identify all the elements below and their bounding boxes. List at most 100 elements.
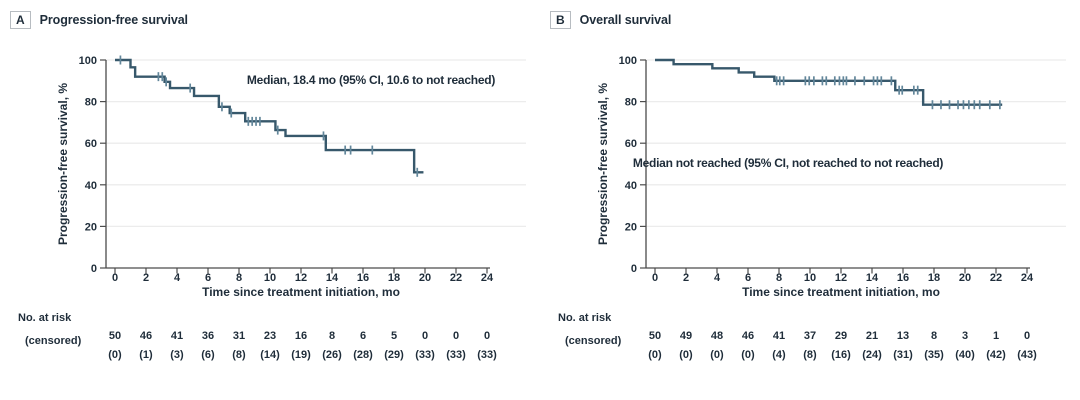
risk-censored-count: (8) (803, 349, 817, 361)
x-tick-label: 6 (205, 272, 211, 284)
risk-count: 46 (742, 330, 754, 342)
risk-censored-count: (0) (648, 349, 662, 361)
gridlines (646, 59, 1066, 228)
risk-count: 16 (295, 330, 307, 342)
x-tick-label: 24 (1021, 272, 1034, 284)
risk-censored-count: (29) (384, 349, 404, 361)
y-tick-label: 100 (619, 55, 637, 67)
risk-censored-count: (0) (108, 349, 122, 361)
risk-censored-count: (1) (139, 349, 153, 361)
risk-count: 31 (233, 330, 245, 342)
y-tick-label: 40 (625, 180, 637, 192)
risk-count: 0 (453, 330, 459, 342)
axes (100, 59, 490, 274)
risk-censored-count: (0) (741, 349, 755, 361)
y-tick-label: 80 (85, 97, 97, 109)
risk-censored-count: (42) (986, 349, 1006, 361)
panel-b-letter-badge: B (550, 11, 571, 29)
median-annotation: Median, 18.4 mo (95% CI, 10.6 to not rea… (247, 73, 495, 87)
x-tick-label: 10 (264, 272, 276, 284)
x-tick-label: 18 (928, 272, 940, 284)
risk-censored-count: (33) (415, 349, 435, 361)
x-tick-label: 22 (450, 272, 462, 284)
y-tick-labels: 0 20 40 60 80 100 (619, 55, 637, 275)
panel-b-title: Overall survival (579, 13, 672, 27)
y-tick-label: 60 (85, 138, 97, 150)
risk-count: 23 (264, 330, 276, 342)
risk-count: 1 (993, 330, 999, 342)
risk-count: 13 (897, 330, 909, 342)
risk-count: 41 (773, 330, 785, 342)
risk-censored-row: (0) (0) (0) (0) (4) (8) (16) (24) (31) (35) (40) (4… (648, 349, 1037, 361)
panel-a-title: Progression-free survival (39, 13, 188, 27)
risk-count: 0 (484, 330, 490, 342)
x-tick-label: 8 (776, 272, 782, 284)
x-tick-label: 18 (388, 272, 400, 284)
median-annotation: Median not reached (95% CI, not reached … (633, 156, 944, 170)
risk-censored-count: (0) (679, 349, 693, 361)
x-tick-label: 14 (326, 272, 339, 284)
x-tick-labels: 0 2 4 6 8 10 12 14 16 18 20 22 24 (652, 272, 1034, 284)
risk-censored-count: (16) (831, 349, 851, 361)
censor-ticks (119, 55, 419, 177)
risk-count: 21 (866, 330, 878, 342)
risk-censored-count: (35) (924, 349, 944, 361)
risk-censored-count: (8) (232, 349, 246, 361)
risk-censored-count: (31) (893, 349, 913, 361)
y-tick-label: 40 (85, 180, 97, 192)
risk-censored-count: (40) (955, 349, 975, 361)
x-tick-label: 10 (804, 272, 816, 284)
risk-censored-count: (43) (1017, 349, 1037, 361)
y-tick-labels: 0 20 40 60 80 100 (79, 55, 97, 275)
panel-a-letter-badge: A (10, 11, 31, 29)
y-tick-label: 20 (625, 221, 637, 233)
risk-count: 41 (171, 330, 183, 342)
km-curve (655, 58, 1003, 106)
risk-count: 37 (804, 330, 816, 342)
y-axis-label: Progression-free survival, % (596, 83, 610, 245)
risk-count: 0 (422, 330, 428, 342)
panel-b-header: B Overall survival (550, 11, 671, 29)
x-tick-label: 2 (143, 272, 149, 284)
y-tick-label: 0 (91, 263, 97, 275)
x-tick-label: 20 (419, 272, 431, 284)
risk-count: 3 (962, 330, 968, 342)
x-tick-label: 22 (990, 272, 1002, 284)
risk-count: 6 (360, 330, 366, 342)
risk-censored-count: (24) (862, 349, 882, 361)
x-tick-label: 0 (112, 272, 118, 284)
x-tick-label: 4 (174, 272, 181, 284)
panel-overall-survival: B Overall survival 0 20 40 60 80 100 0 2 4 6 8 10 12… (540, 0, 1080, 400)
risk-censored-count: (0) (710, 349, 724, 361)
x-tick-label: 0 (652, 272, 658, 284)
risk-censored-count: (19) (291, 349, 311, 361)
x-axis-label: Time since treatment initiation, mo (742, 285, 940, 299)
y-tick-label: 60 (625, 138, 637, 150)
risk-censored-count: (33) (446, 349, 466, 361)
y-tick-label: 0 (631, 263, 637, 275)
risk-count: 8 (329, 330, 335, 342)
risk-count: 49 (680, 330, 692, 342)
risk-count: 8 (931, 330, 937, 342)
x-tick-label: 16 (357, 272, 369, 284)
x-axis-label: Time since treatment initiation, mo (202, 285, 400, 299)
km-curve (115, 58, 424, 174)
x-tick-label: 20 (959, 272, 971, 284)
x-tick-label: 14 (866, 272, 879, 284)
risk-table-header: No. at risk (558, 312, 612, 324)
risk-censored-count: (14) (260, 349, 280, 361)
x-tick-label: 12 (835, 272, 847, 284)
risk-censored-count: (6) (201, 349, 215, 361)
risk-count: 46 (140, 330, 152, 342)
y-tick-label: 100 (79, 55, 97, 67)
panel-progression-free-survival: A Progression-free survival 0 20 40 60 80 100… (10, 11, 526, 361)
risk-table-censored-label: (censored) (565, 335, 622, 347)
risk-table-censored-label: (censored) (25, 335, 82, 347)
y-tick-label: 20 (85, 221, 97, 233)
gridlines (106, 59, 526, 228)
